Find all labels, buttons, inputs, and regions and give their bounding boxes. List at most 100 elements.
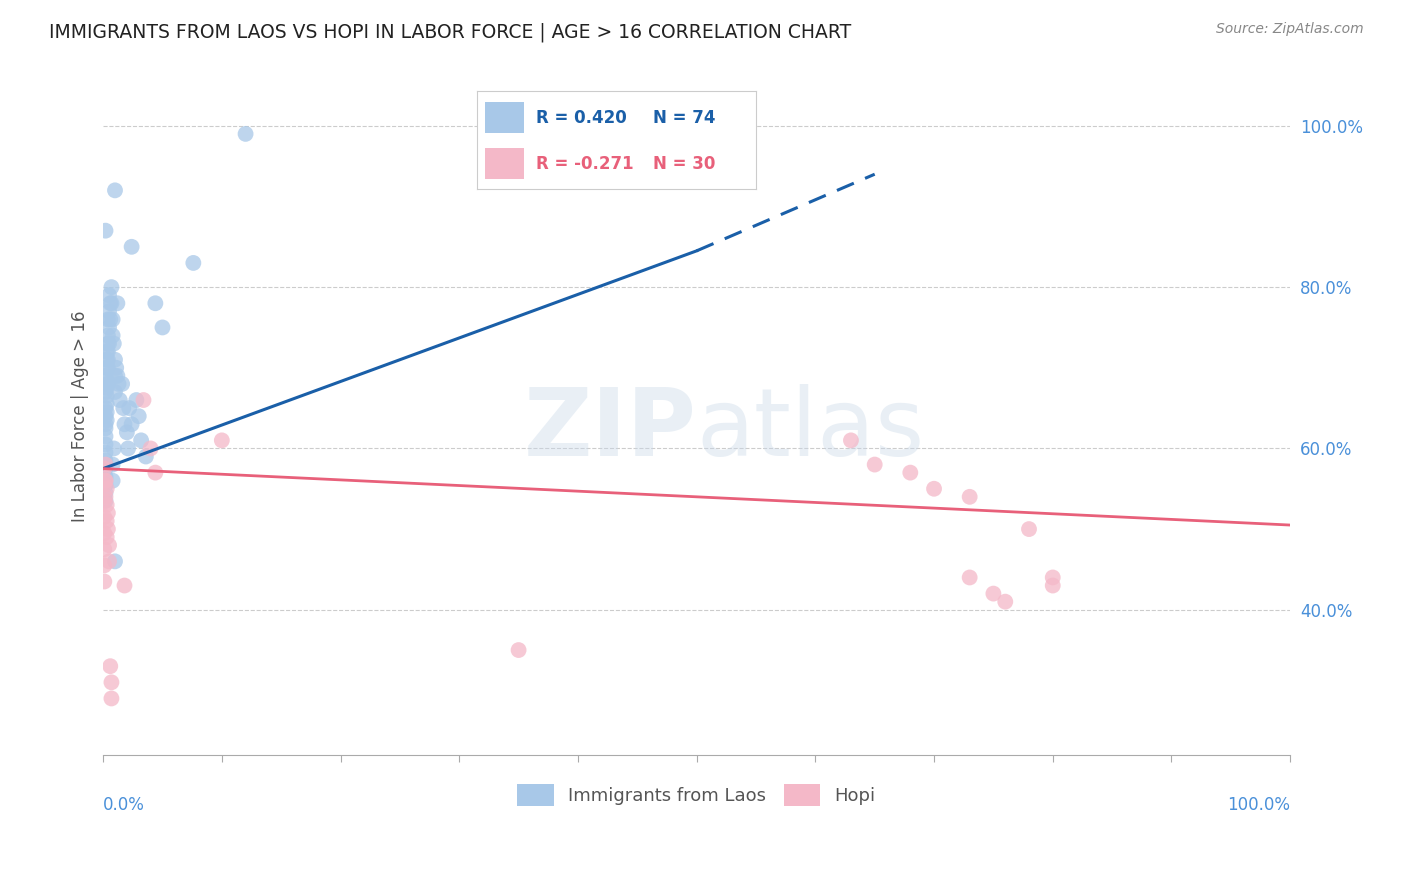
Point [98, 320, 121, 334]
Point [105, 360, 128, 375]
Point [94, 485, 117, 500]
Point [112, 401, 135, 416]
Point [839, 434, 862, 448]
Point [94, 490, 117, 504]
Point [1018, 522, 1040, 536]
Point [104, 352, 127, 367]
Point [101, 312, 124, 326]
Point [128, 409, 150, 424]
Point [1042, 570, 1064, 584]
Point [129, 434, 152, 448]
Text: 100.0%: 100.0% [1227, 796, 1291, 814]
Point [121, 240, 143, 254]
Point [959, 490, 981, 504]
Point [96, 498, 118, 512]
Point [96, 389, 118, 403]
Point [97, 522, 120, 536]
Point [898, 466, 921, 480]
Point [959, 570, 981, 584]
Point [100, 675, 122, 690]
Point [100, 296, 122, 310]
Point [93, 493, 115, 508]
Point [508, 643, 530, 657]
Y-axis label: In Labor Force | Age > 16: In Labor Force | Age > 16 [72, 310, 89, 522]
Point [98, 296, 121, 310]
Point [97, 360, 120, 375]
Point [93, 542, 115, 557]
Point [139, 442, 162, 456]
Point [125, 392, 148, 407]
Point [135, 450, 157, 464]
Point [235, 127, 257, 141]
Point [114, 417, 136, 432]
Point [98, 288, 121, 302]
Point [94, 421, 117, 435]
Point [105, 368, 128, 383]
Point [104, 368, 127, 383]
Point [98, 304, 121, 318]
Point [96, 482, 118, 496]
Point [94, 437, 117, 451]
Point [94, 409, 117, 424]
Point [98, 336, 121, 351]
Point [115, 425, 138, 440]
Point [94, 458, 117, 472]
Point [94, 368, 117, 383]
Point [94, 474, 117, 488]
Point [97, 352, 120, 367]
Point [104, 384, 127, 399]
Point [94, 453, 117, 467]
Point [97, 376, 120, 391]
Text: 0.0%: 0.0% [103, 796, 145, 814]
Point [93, 526, 115, 541]
Point [97, 312, 120, 326]
Point [98, 312, 121, 326]
Point [111, 376, 134, 391]
Point [96, 344, 118, 359]
Point [94, 461, 117, 475]
Point [93, 510, 115, 524]
Point [152, 320, 174, 334]
Point [103, 442, 125, 456]
Point [97, 336, 120, 351]
Point [132, 392, 155, 407]
Point [104, 554, 127, 568]
Point [117, 442, 139, 456]
Point [96, 514, 118, 528]
Text: ZIP: ZIP [524, 384, 696, 475]
Point [98, 554, 121, 568]
Point [94, 493, 117, 508]
Point [922, 482, 945, 496]
Text: IMMIGRANTS FROM LAOS VS HOPI IN LABOR FORCE | AGE > 16 CORRELATION CHART: IMMIGRANTS FROM LAOS VS HOPI IN LABOR FO… [49, 22, 852, 42]
Point [97, 344, 120, 359]
Point [983, 586, 1005, 600]
Point [98, 659, 121, 673]
Point [143, 296, 166, 310]
Point [97, 506, 120, 520]
Point [97, 328, 120, 343]
Point [1042, 578, 1064, 592]
Point [101, 328, 124, 343]
Point [96, 530, 118, 544]
Point [96, 413, 118, 427]
Point [93, 558, 115, 573]
Point [118, 401, 141, 416]
Text: atlas: atlas [696, 384, 925, 475]
Point [93, 477, 115, 491]
Point [96, 381, 118, 395]
Point [108, 392, 131, 407]
Point [101, 474, 124, 488]
Point [94, 224, 117, 238]
Point [94, 384, 117, 399]
Point [94, 429, 117, 443]
Point [104, 183, 127, 197]
Point [94, 445, 117, 459]
Point [100, 280, 122, 294]
Point [98, 538, 121, 552]
Point [96, 352, 118, 367]
Point [183, 256, 205, 270]
Point [96, 405, 118, 419]
Point [121, 417, 143, 432]
Point [96, 397, 118, 411]
Point [211, 434, 233, 448]
